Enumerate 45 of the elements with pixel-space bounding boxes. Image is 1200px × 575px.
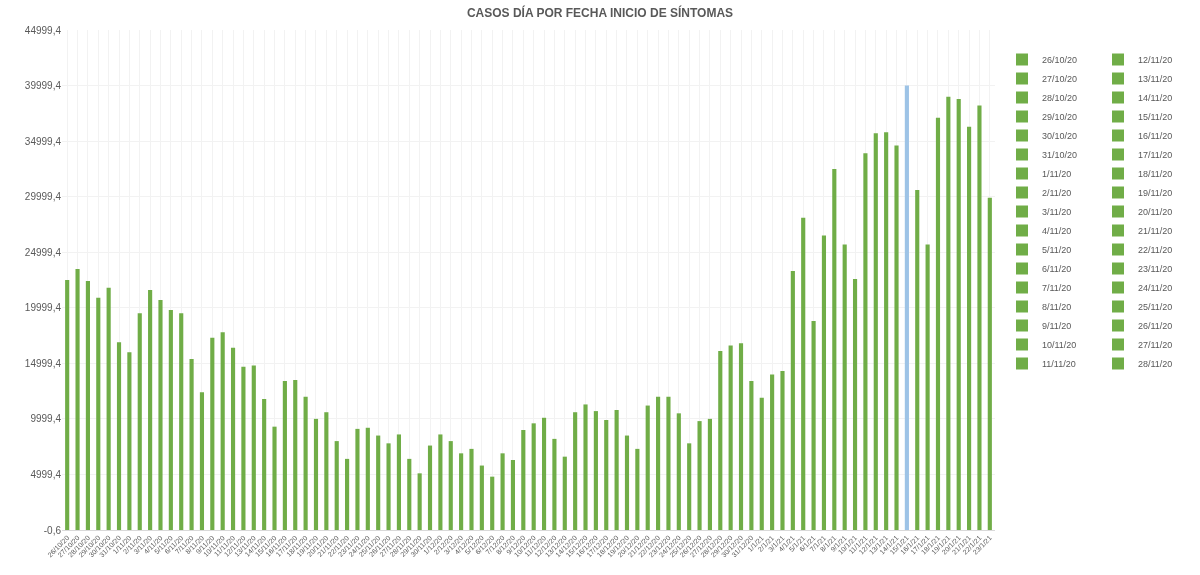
y-tick-label: 4999,4: [30, 468, 62, 480]
legend-label: 13/11/20: [1138, 74, 1173, 85]
legend-label: 17/11/20: [1138, 150, 1173, 161]
y-tick-label: 34999,4: [24, 135, 62, 147]
legend-label: 19/11/20: [1138, 188, 1173, 199]
legend-label: 26/10/20: [1042, 55, 1078, 66]
legend-label: 5/11/20: [1042, 245, 1072, 256]
legend-label: 27/10/20: [1042, 74, 1078, 85]
legend-label: 3/11/20: [1042, 207, 1072, 218]
y-tick-label: 44999,4: [24, 24, 62, 36]
legend-label: 30/10/20: [1042, 131, 1078, 142]
legend-label: 7/11/20: [1042, 283, 1072, 294]
legend-label: 25/11/20: [1138, 302, 1173, 313]
y-tick-label: 39999,4: [24, 80, 62, 92]
legend-label: 21/11/20: [1138, 226, 1173, 237]
y-tick-label: 14999,4: [24, 357, 62, 369]
legend-label: 22/11/20: [1138, 245, 1173, 256]
legend-label: 4/11/20: [1042, 226, 1072, 237]
legend-label: 10/11/20: [1042, 340, 1077, 351]
y-tick-label: 29999,4: [24, 191, 62, 203]
legend-label: 27/11/20: [1138, 340, 1173, 351]
legend-label: 24/11/20: [1138, 283, 1173, 294]
legend-label: 20/11/20: [1138, 207, 1173, 218]
legend-label: 28/10/20: [1042, 93, 1078, 104]
legend-label: 15/11/20: [1138, 112, 1173, 123]
legend-label: 12/11/20: [1138, 55, 1173, 66]
legend-label: 8/11/20: [1042, 302, 1072, 313]
y-tick-label: 19999,4: [24, 302, 62, 314]
legend-label: 18/11/20: [1138, 169, 1173, 180]
legend-label: 26/11/20: [1138, 321, 1173, 332]
legend-label: 14/11/20: [1138, 93, 1173, 104]
y-tick-label: 9999,4: [30, 413, 62, 425]
legend-label: 6/11/20: [1042, 264, 1072, 275]
legend-label: 31/10/20: [1042, 150, 1078, 161]
y-tick-label: 24999,4: [24, 246, 62, 258]
legend-label: 28/11/20: [1138, 359, 1173, 370]
legend-label: 1/11/20: [1042, 169, 1072, 180]
legend-label: 2/11/20: [1042, 188, 1072, 199]
y-tick-label: -0,6: [43, 524, 62, 536]
legend-label: 23/11/20: [1138, 264, 1173, 275]
legend-label: 29/10/20: [1042, 112, 1078, 123]
chart-title: CASOS DÍA POR FECHA INICIO DE SÍNTOMAS: [466, 5, 734, 21]
legend-label: 11/11/20: [1042, 359, 1076, 370]
legend-label: 16/11/20: [1138, 131, 1173, 142]
legend-label: 9/11/20: [1042, 321, 1072, 332]
